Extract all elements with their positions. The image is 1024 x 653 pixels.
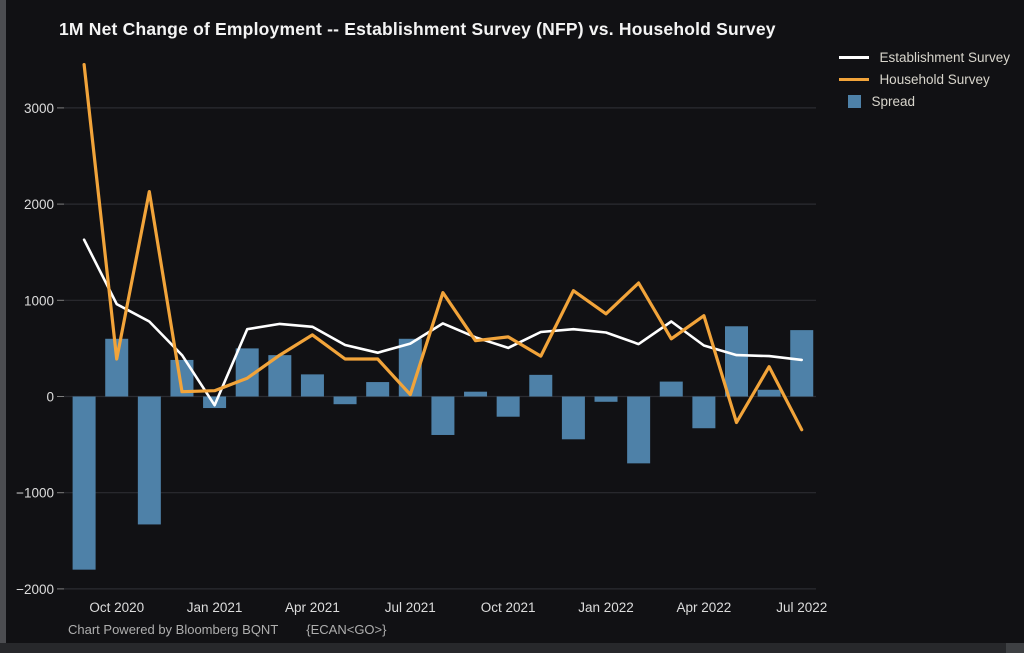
y-axis-tick-label: 0 xyxy=(46,390,54,405)
x-axis-labels: Oct 2020 Jan 2021 Apr 2021 Jul 2021 Oct 2021… xyxy=(89,600,827,615)
spread-bar[interactable] xyxy=(464,391,488,397)
x-axis-label: Oct 2021 xyxy=(481,600,536,615)
x-axis-label: Jan 2021 xyxy=(187,600,243,615)
spread-bar[interactable] xyxy=(398,338,422,397)
household-line-swatch xyxy=(839,77,870,81)
spread-bar[interactable] xyxy=(757,389,781,397)
y-axis-labels: 3000 2000 1000 0 −1000 −2000 xyxy=(16,101,54,597)
scrollbar-corner xyxy=(1006,643,1024,653)
spread-bar[interactable] xyxy=(170,359,194,397)
spread-bar[interactable] xyxy=(561,396,585,440)
spread-bar[interactable] xyxy=(725,326,748,397)
y-axis-tick-label: 3000 xyxy=(24,101,54,116)
chart-title: 1M Net Change of Employment -- Establish… xyxy=(59,19,776,39)
x-axis-label: Jul 2021 xyxy=(385,600,436,615)
powered-by-text: Chart Powered by Bloomberg BQNT xyxy=(68,622,279,637)
legend-label: Establishment Survey xyxy=(879,49,1010,65)
spread-bar[interactable] xyxy=(627,396,651,464)
spread-bar[interactable] xyxy=(300,374,324,397)
spread-bar[interactable] xyxy=(496,396,520,417)
spread-bar[interactable] xyxy=(235,348,259,397)
legend-item-establishment-survey[interactable]: Establishment Survey xyxy=(839,46,1010,68)
household-survey-path[interactable] xyxy=(82,62,804,432)
spread-bar-series[interactable] xyxy=(72,326,814,570)
y-axis-tick-label: −2000 xyxy=(16,582,54,597)
x-axis-label: Jan 2022 xyxy=(578,600,634,615)
y-axis-tick-label: 2000 xyxy=(24,197,54,212)
establishment-line-swatch xyxy=(839,55,870,59)
y-axis-tick-label: −1000 xyxy=(16,486,54,501)
spread-bar[interactable] xyxy=(659,381,683,397)
chart-footer: Chart Powered by Bloomberg BQNT {ECAN<GO>… xyxy=(68,622,386,637)
spread-bar[interactable] xyxy=(431,396,455,435)
x-axis-label: Jul 2022 xyxy=(776,600,827,615)
x-axis-label: Apr 2022 xyxy=(676,600,731,615)
x-axis-label: Apr 2021 xyxy=(285,600,340,615)
spread-box-swatch xyxy=(848,94,862,108)
spread-bar[interactable] xyxy=(105,338,129,397)
y-axis-ticks xyxy=(57,107,64,590)
x-axis-label: Oct 2020 xyxy=(89,600,144,615)
spread-bar[interactable] xyxy=(333,396,357,405)
bloomberg-command-text: {ECAN<GO>} xyxy=(306,622,387,637)
spread-bar[interactable] xyxy=(72,396,96,570)
y-axis-tick-label: 1000 xyxy=(24,293,54,308)
legend-label: Spread xyxy=(871,93,915,109)
spread-bar[interactable] xyxy=(366,382,390,397)
spread-bar[interactable] xyxy=(594,396,618,402)
spread-bar[interactable] xyxy=(529,374,553,397)
window-left-border xyxy=(0,0,6,643)
legend-label: Household Survey xyxy=(879,71,990,87)
spread-bar[interactable] xyxy=(692,396,716,429)
horizontal-scrollbar-track[interactable] xyxy=(0,643,1024,653)
chart-legend: Establishment Survey Household Survey Sp… xyxy=(839,46,1010,112)
spread-bar[interactable] xyxy=(137,396,161,525)
spread-bar[interactable] xyxy=(268,355,292,397)
legend-item-spread[interactable]: Spread xyxy=(839,90,1010,112)
spread-bar[interactable] xyxy=(790,330,814,397)
legend-item-household-survey[interactable]: Household Survey xyxy=(839,68,1010,90)
household-survey-line[interactable] xyxy=(82,62,804,432)
